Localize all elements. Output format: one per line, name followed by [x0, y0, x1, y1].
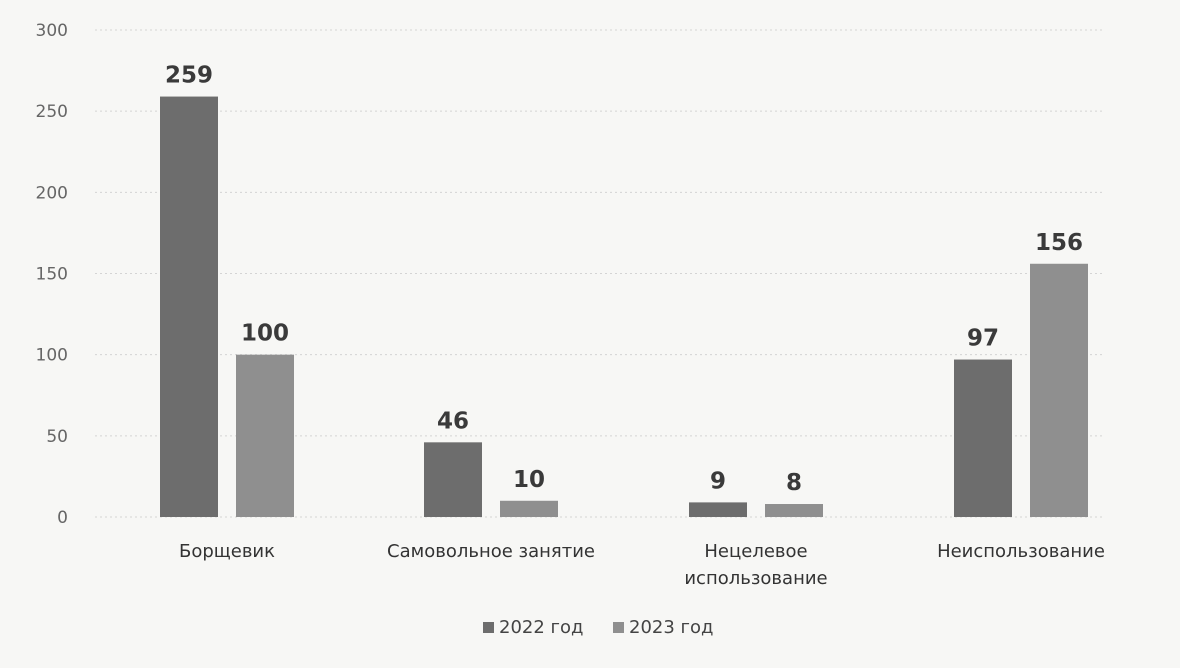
y-axis-ticks: 0 50 100 150 200 250 300: [36, 21, 68, 528]
bar-s1-c3: [1030, 263, 1088, 517]
y-tick-label-300: 300: [36, 21, 68, 41]
x-category-label-2-line-0: Нецелевое: [704, 541, 807, 562]
x-category-label-0-line-0: Борщевик: [179, 541, 275, 562]
y-tick-label-250: 250: [36, 102, 68, 122]
legend-label-1: 2023 год: [629, 617, 713, 638]
x-category-label-3: Неиспользование: [937, 541, 1105, 562]
data-label-s1-c1: 10: [513, 467, 545, 493]
bar-s1-c2: [765, 504, 823, 517]
data-label-s1-c0: 100: [241, 321, 289, 347]
data-label-s0-c1: 46: [437, 408, 469, 434]
legend: 2022 год 2023 год: [483, 617, 713, 638]
legend-label-0: 2022 год: [499, 617, 583, 638]
category-labels: Борщевик Самовольное занятие Нецелевое испо…: [179, 541, 1105, 589]
bar-s0-c1: [424, 442, 482, 517]
data-label-s0-c0: 259: [165, 63, 213, 89]
y-tick-label-100: 100: [36, 346, 68, 366]
data-label-s1-c3: 156: [1035, 230, 1083, 256]
legend-swatch-1: [613, 622, 624, 633]
data-label-s0-c2: 9: [710, 468, 726, 494]
y-tick-label-0: 0: [57, 508, 68, 528]
y-tick-label-200: 200: [36, 183, 68, 203]
x-category-label-1: Самовольное занятие: [387, 541, 595, 562]
y-tick-label-50: 50: [46, 427, 68, 447]
x-category-label-2: Нецелевое использование: [684, 541, 827, 589]
bar-s1-c0: [236, 354, 294, 517]
y-tick-label-150: 150: [36, 265, 68, 285]
bars: [160, 96, 1088, 517]
bar-s0-c0: [160, 96, 218, 517]
x-category-label-0: Борщевик: [179, 541, 275, 562]
bar-s0-c2: [689, 502, 747, 517]
data-labels: 259 46 9 97 100 10 8 156: [165, 63, 1083, 496]
x-category-label-1-line-0: Самовольное занятие: [387, 541, 595, 562]
x-category-label-3-line-0: Неиспользование: [937, 541, 1105, 562]
data-label-s1-c2: 8: [786, 470, 802, 496]
data-label-s0-c3: 97: [967, 326, 999, 352]
legend-swatch-0: [483, 622, 494, 633]
bar-s0-c3: [954, 359, 1012, 517]
grid: [95, 29, 1105, 518]
bar-s1-c1: [500, 500, 558, 517]
x-category-label-2-line-1: использование: [684, 568, 827, 589]
